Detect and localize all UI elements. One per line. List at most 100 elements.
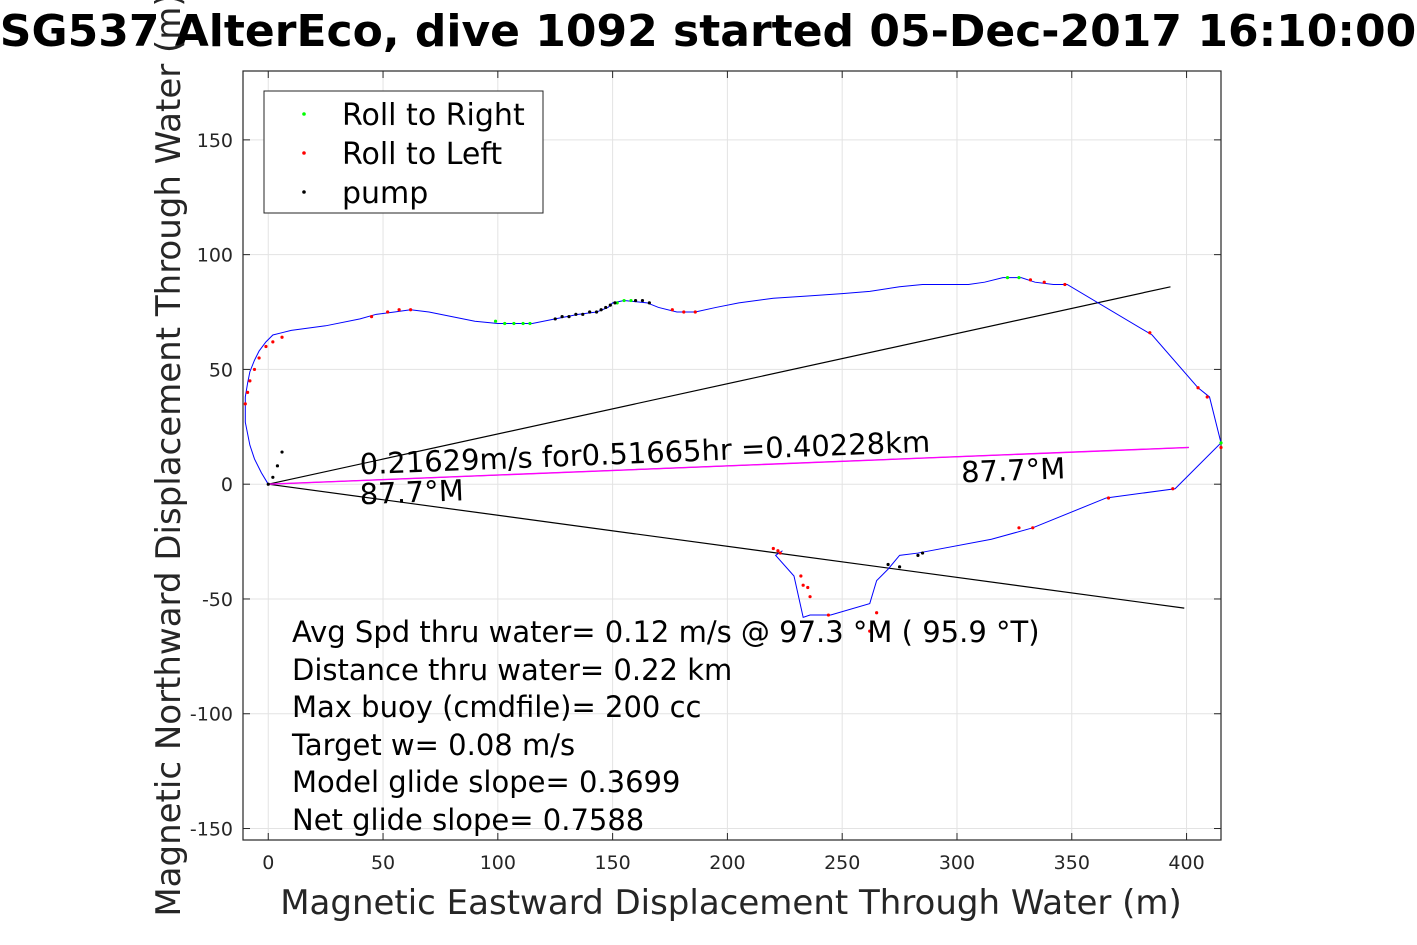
roll-left-point [1063, 282, 1067, 287]
grid [243, 71, 1221, 840]
roll-right-point [521, 321, 525, 326]
net-line-label: 0.21629m/s for0.51665hr =0.40228km [359, 425, 931, 482]
legend-marker-pump [302, 190, 306, 194]
lower-bound-line [268, 483, 1185, 609]
y-tick-label: -100 [190, 704, 233, 726]
y-axis-label: Magnetic Northward Displacement Through … [149, 0, 189, 917]
roll-left-point [693, 310, 697, 314]
roll-left-point [806, 585, 810, 590]
pump-point [567, 315, 571, 319]
y-tick-label: 50 [209, 359, 233, 381]
roll-left-point [369, 315, 374, 319]
roll-right-point [528, 321, 532, 326]
pump-point [604, 305, 608, 310]
roll-left-point [1148, 331, 1152, 335]
roll-left-point [682, 310, 686, 314]
pump-point [608, 303, 612, 307]
stat-distance: Distance thru water= 0.22 km [292, 653, 732, 687]
pump-point [594, 310, 599, 314]
y-tick-label: 0 [221, 474, 233, 496]
legend-marker-roll-right [302, 112, 306, 116]
roll-left-point [826, 613, 831, 617]
roll-left-point [1028, 278, 1033, 282]
roll-left-point [801, 583, 805, 587]
roll-left-point [271, 340, 275, 344]
net-heading-end: 87.7°M [961, 451, 1066, 489]
roll-left-point [248, 379, 252, 383]
pump-point [280, 450, 284, 454]
x-tick-label: 300 [939, 852, 975, 874]
pump-point [588, 310, 592, 314]
upper-bound-line [268, 286, 1171, 485]
roll-right-point [1005, 275, 1010, 280]
pump-point [633, 298, 638, 303]
pump-point [560, 315, 564, 319]
pump-point [886, 562, 890, 567]
roll-left-point [776, 549, 780, 553]
x-tick-label: 350 [1054, 852, 1090, 874]
plot-frame [242, 70, 1222, 841]
x-tick-label: 250 [824, 852, 860, 874]
x-tick-label: 150 [594, 852, 630, 874]
roll-left-point [408, 308, 413, 312]
x-tick-label: 50 [371, 852, 395, 874]
stat-target-w: Target w= 0.08 m/s [291, 728, 575, 762]
roll-left-point [1219, 445, 1223, 450]
x-axis-label: Magnetic Eastward Displacement Through W… [280, 883, 1182, 923]
roll-left-point [1205, 395, 1209, 399]
pump-point [275, 464, 280, 468]
x-tick-label: 0 [262, 852, 274, 874]
stat-max-buoy: Max buoy (cmdfile)= 200 cc [292, 690, 701, 724]
roll-right-point [503, 321, 507, 326]
legend-box [263, 90, 544, 214]
roll-left-point [1031, 526, 1035, 530]
y-tick-label: 150 [197, 130, 233, 152]
pump-point [266, 482, 270, 486]
legend: Roll to Right Roll to Left pump [263, 90, 544, 214]
roll-left-point [257, 356, 261, 360]
roll-left-point [386, 310, 390, 314]
roll-left-point [799, 574, 803, 578]
y-tick-label: -50 [202, 589, 233, 611]
pump-point [897, 565, 902, 569]
x-tick-label: 400 [1168, 852, 1204, 874]
roll-right-point [622, 298, 626, 303]
stats-block: Avg Spd thru water= 0.12 m/s @ 97.3 °M (… [291, 615, 1040, 837]
roll-left-point [868, 629, 872, 633]
pump-point [599, 308, 603, 312]
stat-model-glide: Model glide slope= 0.3699 [292, 765, 680, 799]
net-heading-start: 87.7°M [359, 473, 464, 511]
roll-left-point [808, 595, 812, 599]
x-tick-label: 200 [709, 852, 745, 874]
chart-title: SG537 AlterEco, dive 1092 started 05-Dec… [0, 6, 1416, 57]
roll-right-point [615, 301, 619, 305]
pump-point [647, 301, 651, 305]
roll-right-point [1219, 441, 1223, 445]
pump-point [640, 298, 645, 303]
track-line [244, 277, 1222, 618]
pump-point [553, 317, 557, 321]
roll-left-point [1017, 526, 1021, 530]
pump-point [574, 312, 578, 316]
roll-right-point [493, 319, 498, 323]
legend-label-roll-right: Roll to Right [342, 98, 525, 133]
roll-left-point [1196, 386, 1200, 390]
roll-left-point [264, 344, 268, 349]
stat-net-glide: Net glide slope= 0.7588 [292, 803, 644, 837]
roll-left-point [670, 308, 674, 312]
pump-point [613, 301, 617, 305]
stat-avg-speed: Avg Spd thru water= 0.12 m/s @ 97.3 °M (… [292, 615, 1040, 649]
legend-label-pump: pump [342, 176, 428, 211]
roll-left-point [778, 551, 782, 555]
pump-point [271, 475, 275, 479]
roll-left-point [771, 546, 775, 551]
y-tick-label: -150 [190, 819, 233, 841]
roll-left-point [1106, 496, 1111, 500]
x-tick-label: 100 [480, 852, 516, 874]
roll-left-point [1171, 487, 1175, 491]
roll-right-point [629, 298, 633, 303]
legend-marker-roll-left [302, 151, 306, 155]
axis-ticks: 0 50 100 150 200 250 300 350 400 -150 -100 -50 0 50 10… [190, 71, 1221, 874]
annotations: 0.21629m/s for0.51665hr =0.40228km 87.7°… [359, 425, 1066, 512]
roll-left-point [280, 335, 284, 339]
